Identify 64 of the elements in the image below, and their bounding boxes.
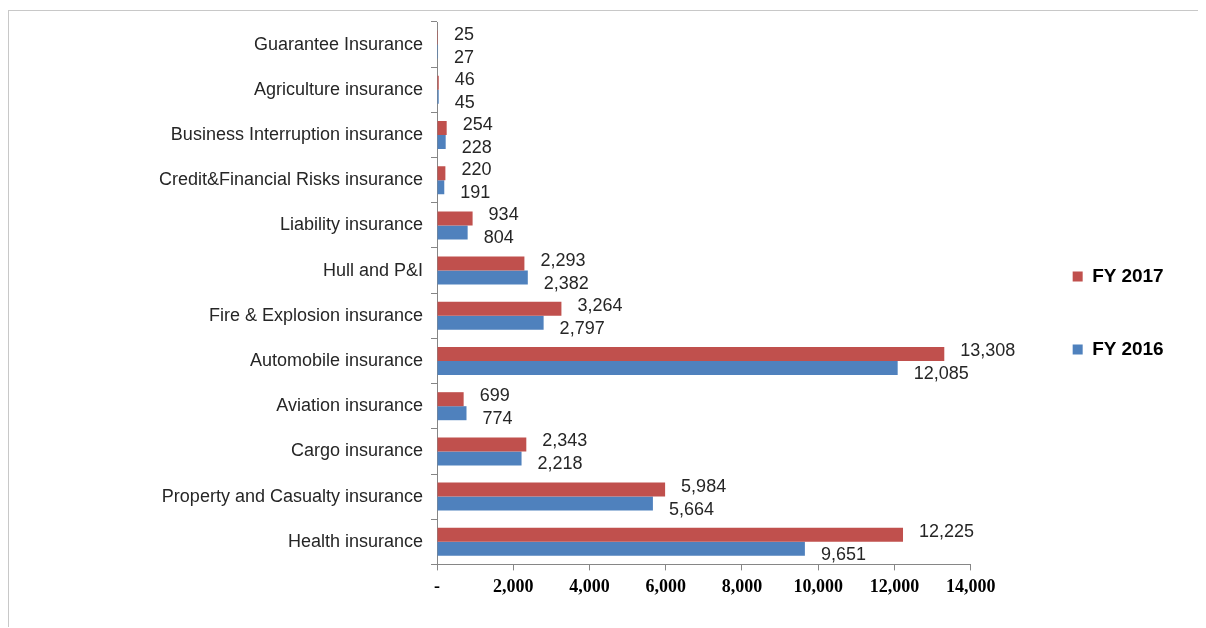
data-label: 934 xyxy=(488,204,519,225)
y-tick-label: Liability insurance xyxy=(279,214,423,235)
x-tick-label: 10,000 xyxy=(793,575,843,596)
data-label: 228 xyxy=(461,136,492,157)
y-tick-label: Business Interruption insurance xyxy=(170,123,423,144)
y-tick-label: Property and Casualty insurance xyxy=(161,485,423,506)
y-tick-label: Agriculture insurance xyxy=(253,78,423,99)
data-label: 9,651 xyxy=(820,543,866,564)
y-tick-label: Fire & Explosion insurance xyxy=(208,304,423,325)
data-label: 12,225 xyxy=(919,520,975,541)
y-tick-label: Automobile insurance xyxy=(249,349,423,370)
bar xyxy=(437,135,446,150)
bar xyxy=(437,211,473,226)
data-label: 191 xyxy=(460,182,491,203)
y-tick-label: Aviation insurance xyxy=(276,395,423,416)
y-tick-label: Credit&Financial Risks insurance xyxy=(158,169,423,190)
bar xyxy=(437,301,562,316)
bar xyxy=(437,496,653,511)
x-tick-label: 14,000 xyxy=(945,575,996,596)
data-label: 774 xyxy=(482,408,513,429)
bar xyxy=(437,120,447,135)
y-tick-label: Hull and P&I xyxy=(322,259,423,280)
data-label: 804 xyxy=(483,227,514,248)
bar xyxy=(437,392,464,407)
data-label: 220 xyxy=(461,159,492,180)
x-tick-label: 6,000 xyxy=(645,575,686,596)
x-tick-label: 4,000 xyxy=(569,575,610,596)
x-tick-label: - xyxy=(434,575,440,596)
data-label: 2,797 xyxy=(559,317,605,338)
bar xyxy=(437,451,522,466)
x-tick-label: 2,000 xyxy=(492,575,534,596)
legend-label: FY 2017 xyxy=(1092,264,1164,286)
data-label: 12,085 xyxy=(913,362,969,383)
data-label: 254 xyxy=(462,113,493,134)
bar xyxy=(437,527,904,542)
data-label: 2,382 xyxy=(543,272,589,293)
x-tick-label: 12,000 xyxy=(869,575,920,596)
data-label: 699 xyxy=(479,385,510,406)
bar xyxy=(437,315,544,330)
data-label: 5,984 xyxy=(681,475,727,496)
y-tick-label: Cargo insurance xyxy=(290,440,423,461)
y-tick-label: Health insurance xyxy=(287,530,423,551)
data-label: 2,293 xyxy=(540,249,586,270)
data-label: 3,264 xyxy=(577,294,623,315)
data-label: 2,343 xyxy=(542,430,588,451)
bar xyxy=(437,541,805,556)
y-tick-label: Guarantee Insurance xyxy=(253,33,423,54)
bar xyxy=(437,225,468,240)
data-label: 13,308 xyxy=(960,339,1016,360)
x-tick-label: 8,000 xyxy=(721,575,763,596)
bar xyxy=(437,256,525,271)
bar xyxy=(437,270,528,285)
data-label: 2,218 xyxy=(537,453,583,474)
bar xyxy=(437,482,666,497)
bar xyxy=(437,361,898,376)
data-label: 5,664 xyxy=(668,498,714,519)
data-label: 27 xyxy=(454,46,475,67)
bar xyxy=(437,346,945,361)
data-label: 45 xyxy=(454,91,475,112)
bar xyxy=(437,437,527,452)
data-label: 25 xyxy=(453,23,474,44)
data-label: 46 xyxy=(454,68,475,89)
legend-label: FY 2016 xyxy=(1092,337,1164,359)
bar xyxy=(437,406,467,421)
